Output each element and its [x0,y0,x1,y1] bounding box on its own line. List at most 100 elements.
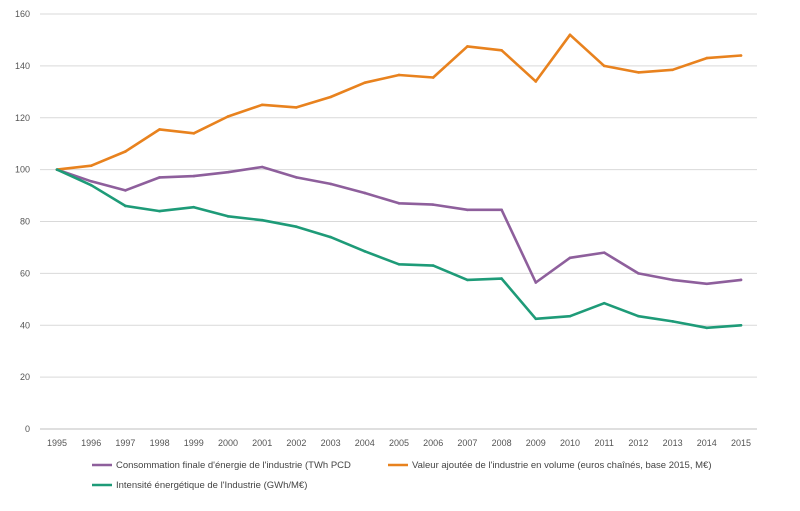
x-tick-label-2003: 2003 [321,438,341,448]
data-point-consommation-2010 [568,256,572,260]
y-axis-tick-labels: 0 20 40 60 80 100 120 140 160 [15,9,30,434]
data-point-valeur-ajoutee-2010 [568,33,572,37]
data-point-intensite-2009 [534,317,538,321]
data-point-consommation-2005 [397,202,401,205]
x-tick-label-2002: 2002 [286,438,306,448]
gridlines [40,13,757,430]
data-point-intensite-2004 [363,250,367,253]
x-tick-label-1997: 1997 [115,438,135,448]
data-point-intensite-2007 [466,278,469,282]
data-point-consommation-2013 [671,278,674,282]
data-point-valeur-ajoutee-2012 [637,71,640,74]
x-tick-label-2015: 2015 [731,438,751,448]
data-point-intensite-2015 [739,323,743,327]
series-line-consommation [55,165,743,286]
data-point-valeur-ajoutee-2004 [363,81,367,85]
data-point-consommation-2000 [226,170,230,174]
y-tick-label-40: 40 [20,320,30,330]
data-point-consommation-2004 [363,191,367,195]
data-point-intensite-2000 [226,215,230,218]
y-tick-label-20: 20 [20,372,30,382]
data-point-valeur-ajoutee-2006 [431,76,435,79]
x-tick-label-1995: 1995 [47,438,67,448]
data-point-consommation-2003 [329,182,332,186]
data-point-valeur-ajoutee-1997 [124,150,127,153]
data-point-intensite-2003 [329,235,332,239]
legend-label-consommation: Consommation finale d'énergie de l'indus… [116,460,351,471]
data-point-intensite-2014 [705,326,709,330]
data-point-intensite-2006 [431,264,435,267]
data-point-valeur-ajoutee-2013 [671,68,674,72]
x-tick-label-2006: 2006 [423,438,443,448]
data-point-consommation-2014 [705,282,709,286]
y-tick-label-100: 100 [15,165,30,175]
legend-item-valeur-ajoutee: Valeur ajoutée de l'industrie en volume … [388,460,711,471]
data-point-consommation-2012 [637,272,640,275]
x-tick-label-2005: 2005 [389,438,409,448]
data-point-valeur-ajoutee-2003 [329,95,332,99]
data-point-intensite-2008 [500,277,503,280]
data-point-valeur-ajoutee-2011 [602,64,606,68]
x-tick-label-1999: 1999 [184,438,204,448]
y-tick-label-160: 160 [15,9,30,19]
legend-label-valeur-ajoutee: Valeur ajoutée de l'industrie en volume … [412,460,711,471]
series-valeur-ajoutee [55,33,743,171]
x-tick-label-2014: 2014 [697,438,717,448]
data-point-intensite-2013 [671,320,674,323]
data-point-valeur-ajoutee-1999 [192,132,196,135]
x-tick-label-2010: 2010 [560,438,580,448]
data-point-consommation-2002 [295,176,298,179]
data-point-valeur-ajoutee-2000 [226,115,230,118]
data-point-intensite-2005 [397,262,401,266]
legend-label-intensite: Intensité énergétique de l'Industrie (GW… [116,480,307,491]
series-consommation [55,165,743,286]
legend-item-consommation: Consommation finale d'énergie de l'indus… [92,460,351,471]
data-point-intensite-1997 [124,204,127,208]
data-point-intensite-2012 [637,314,640,318]
data-point-consommation-2007 [466,208,469,212]
x-tick-label-2009: 2009 [526,438,546,448]
data-point-valeur-ajoutee-2007 [466,45,469,48]
y-tick-label-0: 0 [25,424,30,434]
x-tick-label-2004: 2004 [355,438,375,448]
x-tick-label-2001: 2001 [252,438,272,448]
data-point-intensite-1999 [192,205,196,209]
data-point-valeur-ajoutee-2009 [534,80,538,83]
series-line-intensite [55,168,743,330]
x-tick-label-2012: 2012 [628,438,648,448]
data-point-intensite-2001 [260,218,264,222]
x-tick-label-2007: 2007 [457,438,477,448]
data-point-consommation-2015 [739,278,743,282]
data-point-valeur-ajoutee-1996 [89,164,93,168]
series-line-valeur-ajoutee [55,33,743,171]
data-point-valeur-ajoutee-2005 [397,73,401,77]
data-point-intensite-2002 [295,225,298,228]
y-tick-label-140: 140 [15,61,30,71]
legend-item-intensite: Intensité énergétique de l'Industrie (GW… [92,480,307,491]
data-point-consommation-2001 [260,165,264,169]
data-point-consommation-2008 [500,208,503,212]
data-point-consommation-1997 [124,189,127,192]
x-axis-tick-labels: 1995 1996 1997 1998 1999 2000 2001 2002 2003 2004… [47,438,751,448]
data-point-valeur-ajoutee-2002 [295,106,298,109]
data-point-valeur-ajoutee-2001 [260,103,264,107]
data-point-valeur-ajoutee-2015 [739,54,743,57]
x-tick-label-2008: 2008 [492,438,512,448]
data-point-intensite-1998 [158,209,161,213]
y-tick-label-60: 60 [20,268,30,278]
series-lines [55,33,743,330]
data-point-consommation-1996 [89,179,93,183]
y-tick-label-80: 80 [20,217,30,227]
data-point-consommation-2006 [431,203,435,206]
x-tick-label-1998: 1998 [150,438,170,448]
data-point-valeur-ajoutee-1998 [158,128,161,131]
data-point-intensite-1996 [89,183,93,187]
data-point-intensite-2011 [602,301,606,305]
x-tick-label-2011: 2011 [595,438,614,448]
data-point-intensite-2010 [568,314,572,318]
data-point-valeur-ajoutee-2014 [705,56,709,60]
data-point-intensite-1995 [55,168,59,171]
y-tick-label-120: 120 [15,113,30,123]
data-point-consommation-1998 [158,176,161,179]
